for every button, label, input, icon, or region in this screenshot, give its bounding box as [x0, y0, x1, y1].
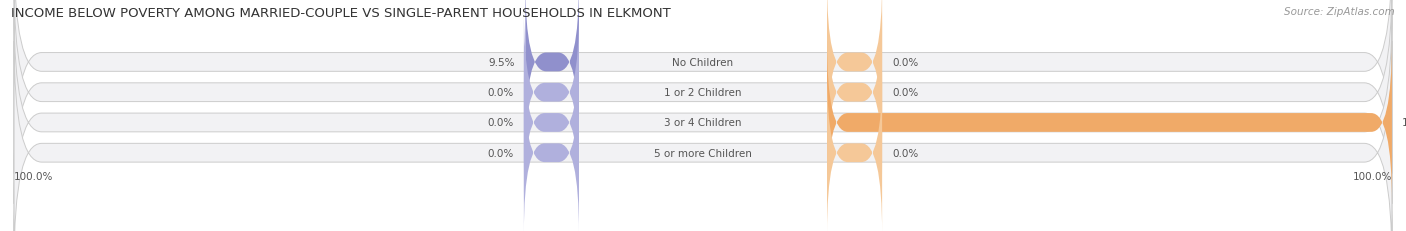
- Text: 0.0%: 0.0%: [488, 88, 513, 98]
- FancyBboxPatch shape: [827, 72, 882, 231]
- FancyBboxPatch shape: [524, 42, 579, 204]
- Text: 3 or 4 Children: 3 or 4 Children: [664, 118, 742, 128]
- FancyBboxPatch shape: [526, 0, 579, 144]
- Text: 0.0%: 0.0%: [488, 118, 513, 128]
- Text: 0.0%: 0.0%: [488, 148, 513, 158]
- FancyBboxPatch shape: [827, 42, 1392, 204]
- Text: 100.0%: 100.0%: [1353, 172, 1392, 182]
- FancyBboxPatch shape: [524, 12, 579, 174]
- Text: INCOME BELOW POVERTY AMONG MARRIED-COUPLE VS SINGLE-PARENT HOUSEHOLDS IN ELKMONT: INCOME BELOW POVERTY AMONG MARRIED-COUPL…: [11, 7, 671, 20]
- FancyBboxPatch shape: [14, 42, 1392, 231]
- FancyBboxPatch shape: [524, 72, 579, 231]
- Text: 0.0%: 0.0%: [893, 88, 918, 98]
- Text: No Children: No Children: [672, 58, 734, 68]
- Text: 0.0%: 0.0%: [893, 58, 918, 68]
- Text: 0.0%: 0.0%: [893, 148, 918, 158]
- FancyBboxPatch shape: [14, 0, 1392, 174]
- Text: 100.0%: 100.0%: [1402, 118, 1406, 128]
- Legend: Married Couples, Single Parents: Married Couples, Single Parents: [586, 229, 820, 231]
- Text: 100.0%: 100.0%: [14, 172, 53, 182]
- Text: 1 or 2 Children: 1 or 2 Children: [664, 88, 742, 98]
- Text: 5 or more Children: 5 or more Children: [654, 148, 752, 158]
- FancyBboxPatch shape: [827, 12, 882, 174]
- Text: Source: ZipAtlas.com: Source: ZipAtlas.com: [1284, 7, 1395, 17]
- FancyBboxPatch shape: [827, 0, 882, 144]
- Text: 9.5%: 9.5%: [488, 58, 515, 68]
- FancyBboxPatch shape: [14, 12, 1392, 231]
- FancyBboxPatch shape: [14, 0, 1392, 204]
